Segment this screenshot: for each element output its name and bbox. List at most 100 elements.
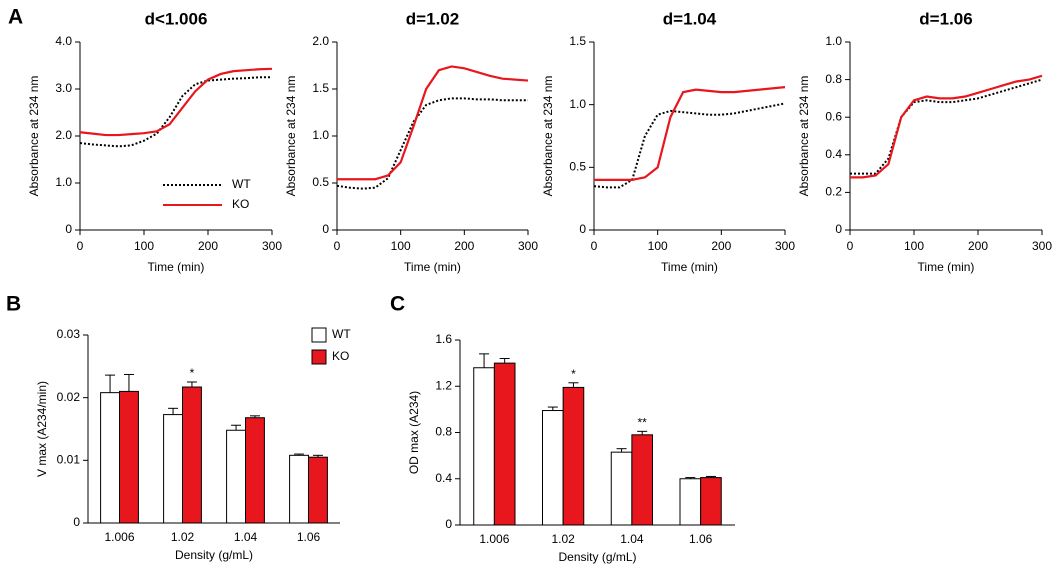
- bar: [493, 362, 516, 526]
- y-tick-label: 0.5: [312, 175, 329, 189]
- y-tick-label: 0.4: [825, 147, 842, 161]
- x-tick-label: 200: [711, 239, 731, 253]
- chart-title: d=1.04: [663, 9, 717, 28]
- x-axis-label: Density (g/mL): [558, 550, 636, 564]
- y-tick-label: 0: [579, 222, 586, 236]
- x-tick-label: 0: [77, 239, 84, 253]
- x-axis-label: Time (min): [148, 260, 205, 274]
- x-axis-label: Density (g/mL): [175, 548, 253, 562]
- line-series: [79, 76, 272, 148]
- y-tick-label: 0: [73, 515, 80, 529]
- x-tick-label: 1.06: [297, 530, 321, 544]
- y-tick-label: 1.6: [435, 332, 452, 346]
- y-tick-label: 1.5: [312, 81, 329, 95]
- line-series: [79, 67, 273, 137]
- x-tick-label: 1.06: [689, 532, 713, 546]
- chart-title: d=1.02: [406, 9, 459, 28]
- x-axis-label: Time (min): [661, 260, 718, 274]
- x-tick-label: 0: [591, 239, 598, 253]
- bar: [182, 386, 202, 524]
- y-tick-label: 0: [835, 222, 842, 236]
- x-tick-label: 100: [134, 239, 154, 253]
- legend-label: KO: [332, 349, 349, 363]
- line-series: [850, 74, 1043, 179]
- bar: [308, 456, 328, 524]
- bar: [631, 434, 653, 526]
- y-tick-label: 0.4: [435, 471, 452, 485]
- line-series: [337, 65, 529, 181]
- significance-label: *: [190, 366, 195, 380]
- x-tick-label: 300: [1032, 239, 1052, 253]
- chart-title: d=1.06: [919, 9, 972, 28]
- x-tick-label: 1.02: [171, 530, 195, 544]
- x-tick-label: 300: [518, 239, 538, 253]
- line-series: [850, 78, 1043, 175]
- x-tick-label: 1.04: [620, 532, 644, 546]
- bar: [542, 410, 564, 526]
- y-tick-label: 0: [322, 222, 329, 236]
- y-tick-label: 0.01: [57, 453, 81, 467]
- y-tick-label: 0.2: [825, 185, 842, 199]
- bar: [226, 429, 247, 524]
- x-tick-label: 0: [847, 239, 854, 253]
- bar: [163, 414, 184, 524]
- x-tick-label: 100: [904, 239, 924, 253]
- bar: [289, 454, 310, 524]
- y-axis-label: Absorbance at 234 nm: [797, 76, 811, 197]
- x-tick-label: 200: [968, 239, 988, 253]
- y-axis-label: Absorbance at 234 nm: [541, 76, 555, 197]
- legend-label: KO: [232, 197, 249, 211]
- legend-label: WT: [232, 177, 251, 191]
- y-tick-label: 0.8: [825, 72, 842, 86]
- bar: [473, 367, 495, 526]
- x-tick-label: 1.006: [104, 530, 134, 544]
- x-axis-label: Time (min): [404, 260, 461, 274]
- panel-label: A: [8, 6, 23, 29]
- panel-label: C: [390, 293, 405, 316]
- bar: [610, 451, 633, 526]
- y-tick-label: 1.2: [435, 378, 452, 392]
- y-tick-label: 2.0: [312, 34, 329, 48]
- x-tick-label: 1.006: [479, 532, 509, 546]
- x-tick-label: 1.02: [551, 532, 575, 546]
- y-axis-label: V max (A234/min): [35, 381, 49, 477]
- y-tick-label: 1.5: [569, 34, 586, 48]
- line-series: [594, 86, 786, 181]
- legend-label: WT: [332, 327, 351, 341]
- y-axis-label: OD max (A234): [407, 391, 421, 474]
- y-tick-label: 1.0: [312, 128, 329, 142]
- y-tick-label: 4.0: [55, 34, 72, 48]
- y-tick-label: 0.02: [57, 390, 81, 404]
- bar: [100, 392, 120, 524]
- y-tick-label: 0.5: [569, 160, 586, 174]
- x-tick-label: 100: [648, 239, 668, 253]
- y-tick-label: 1.0: [55, 175, 72, 189]
- line-series: [593, 102, 786, 189]
- x-tick-label: 300: [262, 239, 282, 253]
- y-tick-label: 3.0: [55, 81, 72, 95]
- y-axis-label: Absorbance at 234 nm: [284, 76, 298, 197]
- chart-title: d<1.006: [145, 9, 208, 28]
- significance-label: **: [638, 416, 648, 430]
- x-tick-label: 0: [334, 239, 341, 253]
- x-tick-label: 1.04: [234, 530, 258, 544]
- y-tick-label: 0: [65, 222, 72, 236]
- bar: [679, 478, 702, 526]
- y-tick-label: 1.0: [569, 97, 586, 111]
- y-tick-label: 0.03: [57, 327, 81, 341]
- panel-label: B: [6, 293, 21, 316]
- bar: [700, 477, 722, 526]
- legend-swatch: [311, 327, 327, 343]
- bar: [245, 417, 265, 524]
- y-tick-label: 1.0: [825, 34, 842, 48]
- y-axis-label: Absorbance at 234 nm: [27, 76, 41, 197]
- x-tick-label: 200: [454, 239, 474, 253]
- y-tick-label: 0: [445, 517, 452, 531]
- y-tick-label: 0.8: [435, 425, 452, 439]
- x-axis-label: Time (min): [918, 260, 975, 274]
- line-series: [336, 97, 528, 190]
- legend-swatch: [311, 349, 327, 365]
- bar: [562, 386, 585, 526]
- x-tick-label: 200: [198, 239, 218, 253]
